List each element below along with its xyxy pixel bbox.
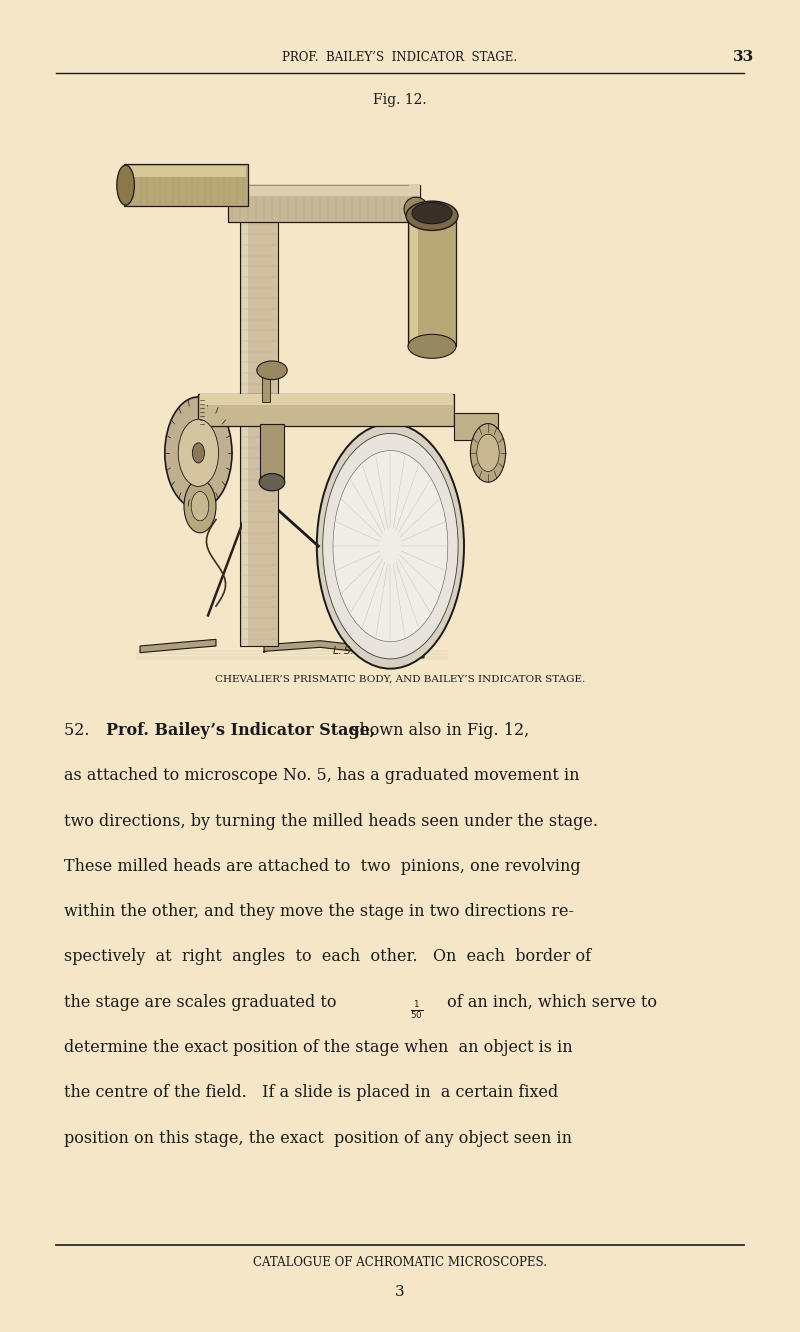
- Text: as attached to microscope No. 5, has a graduated movement in: as attached to microscope No. 5, has a g…: [64, 767, 579, 785]
- Text: position on this stage, the exact  position of any object seen in: position on this stage, the exact positi…: [64, 1130, 572, 1147]
- Ellipse shape: [404, 197, 428, 221]
- Text: the stage are scales graduated to: the stage are scales graduated to: [64, 994, 342, 1011]
- Polygon shape: [140, 639, 216, 653]
- Text: 3: 3: [395, 1285, 405, 1299]
- Text: These milled heads are attached to  two  pinions, one revolving: These milled heads are attached to two p…: [64, 858, 581, 875]
- Text: spectively  at  right  angles  to  each  other.   On  each  border of: spectively at right angles to each other…: [64, 948, 591, 966]
- Bar: [228, 185, 420, 196]
- Circle shape: [477, 434, 499, 472]
- Ellipse shape: [117, 165, 134, 205]
- Bar: [228, 185, 420, 222]
- Polygon shape: [264, 641, 424, 658]
- Text: within the other, and they move the stage in two directions re-: within the other, and they move the stag…: [64, 903, 574, 920]
- Text: shown also in Fig. 12,: shown also in Fig. 12,: [346, 722, 529, 739]
- Bar: [408, 220, 456, 346]
- Bar: [410, 222, 418, 344]
- Circle shape: [192, 442, 205, 464]
- Bar: [124, 164, 248, 206]
- Text: the centre of the field.   If a slide is placed in  a certain fixed: the centre of the field. If a slide is p…: [64, 1084, 558, 1102]
- Ellipse shape: [257, 361, 287, 380]
- Text: 33: 33: [734, 51, 754, 64]
- Circle shape: [470, 424, 506, 482]
- Circle shape: [333, 450, 448, 642]
- Ellipse shape: [259, 473, 285, 490]
- Text: CHEVALIER’S PRISMATIC BODY, AND BAILEY’S INDICATOR STAGE.: CHEVALIER’S PRISMATIC BODY, AND BAILEY’S…: [215, 675, 585, 683]
- Text: $\frac{1}{50}$: $\frac{1}{50}$: [410, 999, 422, 1020]
- Bar: [200, 394, 453, 405]
- Bar: [454, 413, 498, 440]
- Text: determine the exact position of the stage when  an object is in: determine the exact position of the stag…: [64, 1039, 573, 1056]
- Bar: [262, 365, 270, 402]
- Ellipse shape: [406, 201, 458, 230]
- Text: Prof. Bailey’s Indicator Stage,: Prof. Bailey’s Indicator Stage,: [106, 722, 375, 739]
- Text: CATALOGUE OF ACHROMATIC MICROSCOPES.: CATALOGUE OF ACHROMATIC MICROSCOPES.: [253, 1256, 547, 1269]
- Circle shape: [165, 397, 232, 509]
- Circle shape: [317, 424, 464, 669]
- Circle shape: [191, 492, 209, 521]
- Ellipse shape: [412, 202, 452, 224]
- Text: two directions, by turning the milled heads seen under the stage.: two directions, by turning the milled he…: [64, 813, 598, 830]
- Bar: [126, 166, 246, 177]
- Circle shape: [178, 420, 218, 486]
- Bar: [260, 424, 284, 480]
- Ellipse shape: [408, 334, 456, 358]
- Text: of an inch, which serve to: of an inch, which serve to: [442, 994, 657, 1011]
- Circle shape: [322, 433, 458, 659]
- Text: Fig. 12.: Fig. 12.: [373, 93, 427, 107]
- Circle shape: [184, 480, 216, 533]
- Bar: [140, 153, 660, 659]
- Text: 52.: 52.: [64, 722, 98, 739]
- Bar: [198, 394, 454, 426]
- Text: $\mathit{L.S.}$: $\mathit{L.S.}$: [332, 643, 354, 657]
- Bar: [240, 220, 278, 646]
- Text: PROF.  BAILEY’S  INDICATOR  STAGE.: PROF. BAILEY’S INDICATOR STAGE.: [282, 51, 518, 64]
- Bar: [242, 220, 248, 646]
